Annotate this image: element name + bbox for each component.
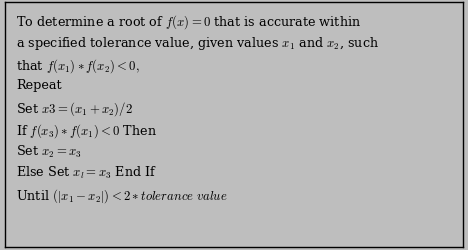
Text: Set $x_2 = x_3$: Set $x_2 = x_3$ <box>16 143 82 159</box>
Text: Repeat: Repeat <box>16 78 62 91</box>
Text: Until $(|x_1 - x_2|) < 2 * \mathit{tolerance\ value}$: Until $(|x_1 - x_2|) < 2 * \mathit{toler… <box>16 186 228 204</box>
Text: If $f(x_3) * f(x_1) < 0$ Then: If $f(x_3) * f(x_1) < 0$ Then <box>16 121 157 139</box>
Text: a specified tolerance value, given values $x_1$ and $x_2$, such: a specified tolerance value, given value… <box>16 35 379 52</box>
Text: Set $x3 = (x_1 + x_2)/2$: Set $x3 = (x_1 + x_2)/2$ <box>16 100 133 117</box>
Text: that $f(x_1) * f(x_2) < 0,$: that $f(x_1) * f(x_2) < 0,$ <box>16 57 140 74</box>
Text: Else Set $x_l = x_3$ End If: Else Set $x_l = x_3$ End If <box>16 164 157 180</box>
Text: To determine a root of $f(x) = 0$ that is accurate within: To determine a root of $f(x) = 0$ that i… <box>16 14 361 31</box>
